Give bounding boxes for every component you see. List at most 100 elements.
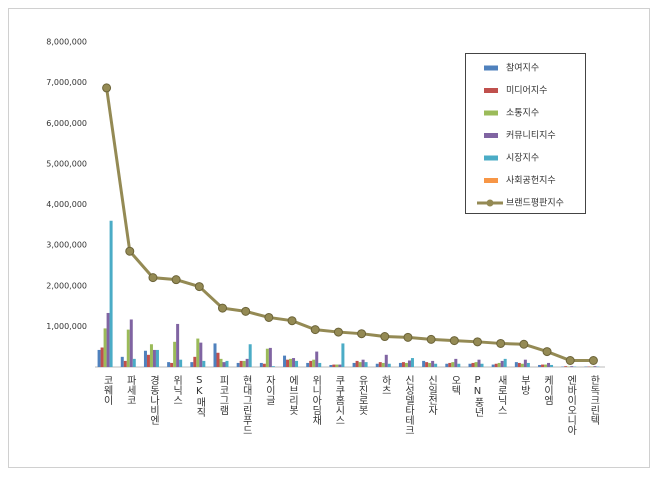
- x-tick-label: 부방: [518, 375, 530, 395]
- bar: [110, 221, 113, 367]
- bar: [564, 366, 567, 367]
- bar: [286, 360, 289, 367]
- bar: [190, 362, 193, 367]
- bar: [454, 359, 457, 367]
- bar: [478, 360, 481, 367]
- x-tick-label: 경동나비엔: [147, 374, 159, 425]
- bar: [405, 363, 408, 367]
- x-tick-label: 신성델타테크: [402, 375, 414, 435]
- line-marker: [450, 337, 458, 345]
- bar: [202, 361, 205, 367]
- bar: [193, 357, 196, 367]
- bar: [240, 361, 243, 367]
- bar: [498, 363, 501, 367]
- bar: [266, 349, 269, 367]
- bar: [469, 364, 472, 367]
- y-tick-label: 5,000,000: [46, 159, 87, 168]
- legend-label: 시장지수: [506, 153, 539, 164]
- x-tick-label: 신일전자: [426, 375, 438, 416]
- line-marker: [543, 348, 551, 356]
- bar: [147, 355, 150, 367]
- x-tick-label: 코웨이: [101, 375, 113, 406]
- y-tick-label: 2,000,000: [46, 281, 87, 290]
- bar: [199, 343, 202, 367]
- legend-swatch: [484, 156, 498, 161]
- x-tick-label: 자이글: [263, 375, 275, 405]
- bar: [550, 365, 553, 367]
- bar: [356, 361, 359, 367]
- bar: [501, 361, 504, 367]
- bar: [133, 359, 136, 367]
- bar: [359, 362, 362, 367]
- bar: [243, 361, 246, 367]
- bar: [547, 363, 550, 367]
- x-tick-label: 위니아딤채: [310, 374, 322, 426]
- y-tick-label: 1,000,000: [46, 322, 87, 331]
- bar: [237, 363, 240, 367]
- bar: [179, 360, 182, 367]
- bar: [408, 361, 411, 368]
- line-marker: [311, 326, 319, 334]
- legend-swatch: [484, 66, 498, 71]
- bar: [527, 363, 530, 367]
- bar: [365, 362, 368, 367]
- x-tick-label: PN풍년: [472, 375, 484, 417]
- bar: [388, 364, 391, 367]
- legend-label: 미디어지수: [506, 85, 547, 96]
- bar: [283, 356, 286, 367]
- legend-label: 참여지수: [506, 62, 539, 74]
- bar: [524, 360, 527, 367]
- y-tick-label: 3,000,000: [46, 241, 87, 250]
- bar: [318, 363, 321, 367]
- bar: [246, 359, 249, 367]
- x-tick-label: 엔바이오니아: [565, 375, 577, 436]
- y-tick-label: 6,000,000: [46, 119, 87, 128]
- x-tick-label: 파세코: [124, 375, 136, 405]
- line-marker: [334, 328, 342, 336]
- bar: [422, 361, 425, 367]
- line-marker: [381, 333, 389, 341]
- bar: [292, 358, 295, 367]
- line-marker: [566, 357, 574, 365]
- bar: [472, 363, 475, 367]
- bar: [249, 344, 252, 367]
- x-tick-label: 하츠: [379, 374, 391, 395]
- bar: [475, 362, 478, 367]
- line-marker: [265, 313, 273, 321]
- bar: [260, 363, 263, 367]
- bar: [150, 344, 153, 367]
- bar: [425, 362, 428, 367]
- bar: [329, 365, 332, 367]
- bar: [309, 361, 312, 367]
- bar: [196, 339, 199, 367]
- line-marker: [149, 274, 157, 282]
- bar: [411, 358, 414, 367]
- line-marker: [427, 335, 435, 343]
- bar: [269, 348, 272, 367]
- bar: [121, 357, 124, 367]
- bar: [538, 365, 541, 367]
- bar: [518, 363, 521, 367]
- bar: [156, 350, 159, 367]
- bar: [144, 351, 147, 367]
- bar: [295, 361, 298, 367]
- y-tick-label: 8,000,000: [46, 38, 87, 47]
- bar: [220, 359, 223, 367]
- bar: [127, 330, 130, 367]
- bar: [385, 355, 388, 367]
- line-marker: [219, 304, 227, 312]
- bar: [431, 361, 434, 367]
- line-marker: [288, 317, 296, 325]
- bar: [570, 366, 573, 367]
- bar: [481, 364, 484, 367]
- bar: [306, 363, 309, 367]
- bar: [101, 348, 104, 368]
- bar: [263, 364, 266, 367]
- bar: [445, 364, 448, 367]
- x-tick-label: 현대그린푸드: [240, 375, 252, 435]
- x-tick-label: 새로닉스: [495, 375, 507, 415]
- x-tick-label: 위닉스: [171, 374, 183, 405]
- legend-label: 소통지수: [506, 108, 539, 119]
- legend-swatch: [484, 88, 498, 93]
